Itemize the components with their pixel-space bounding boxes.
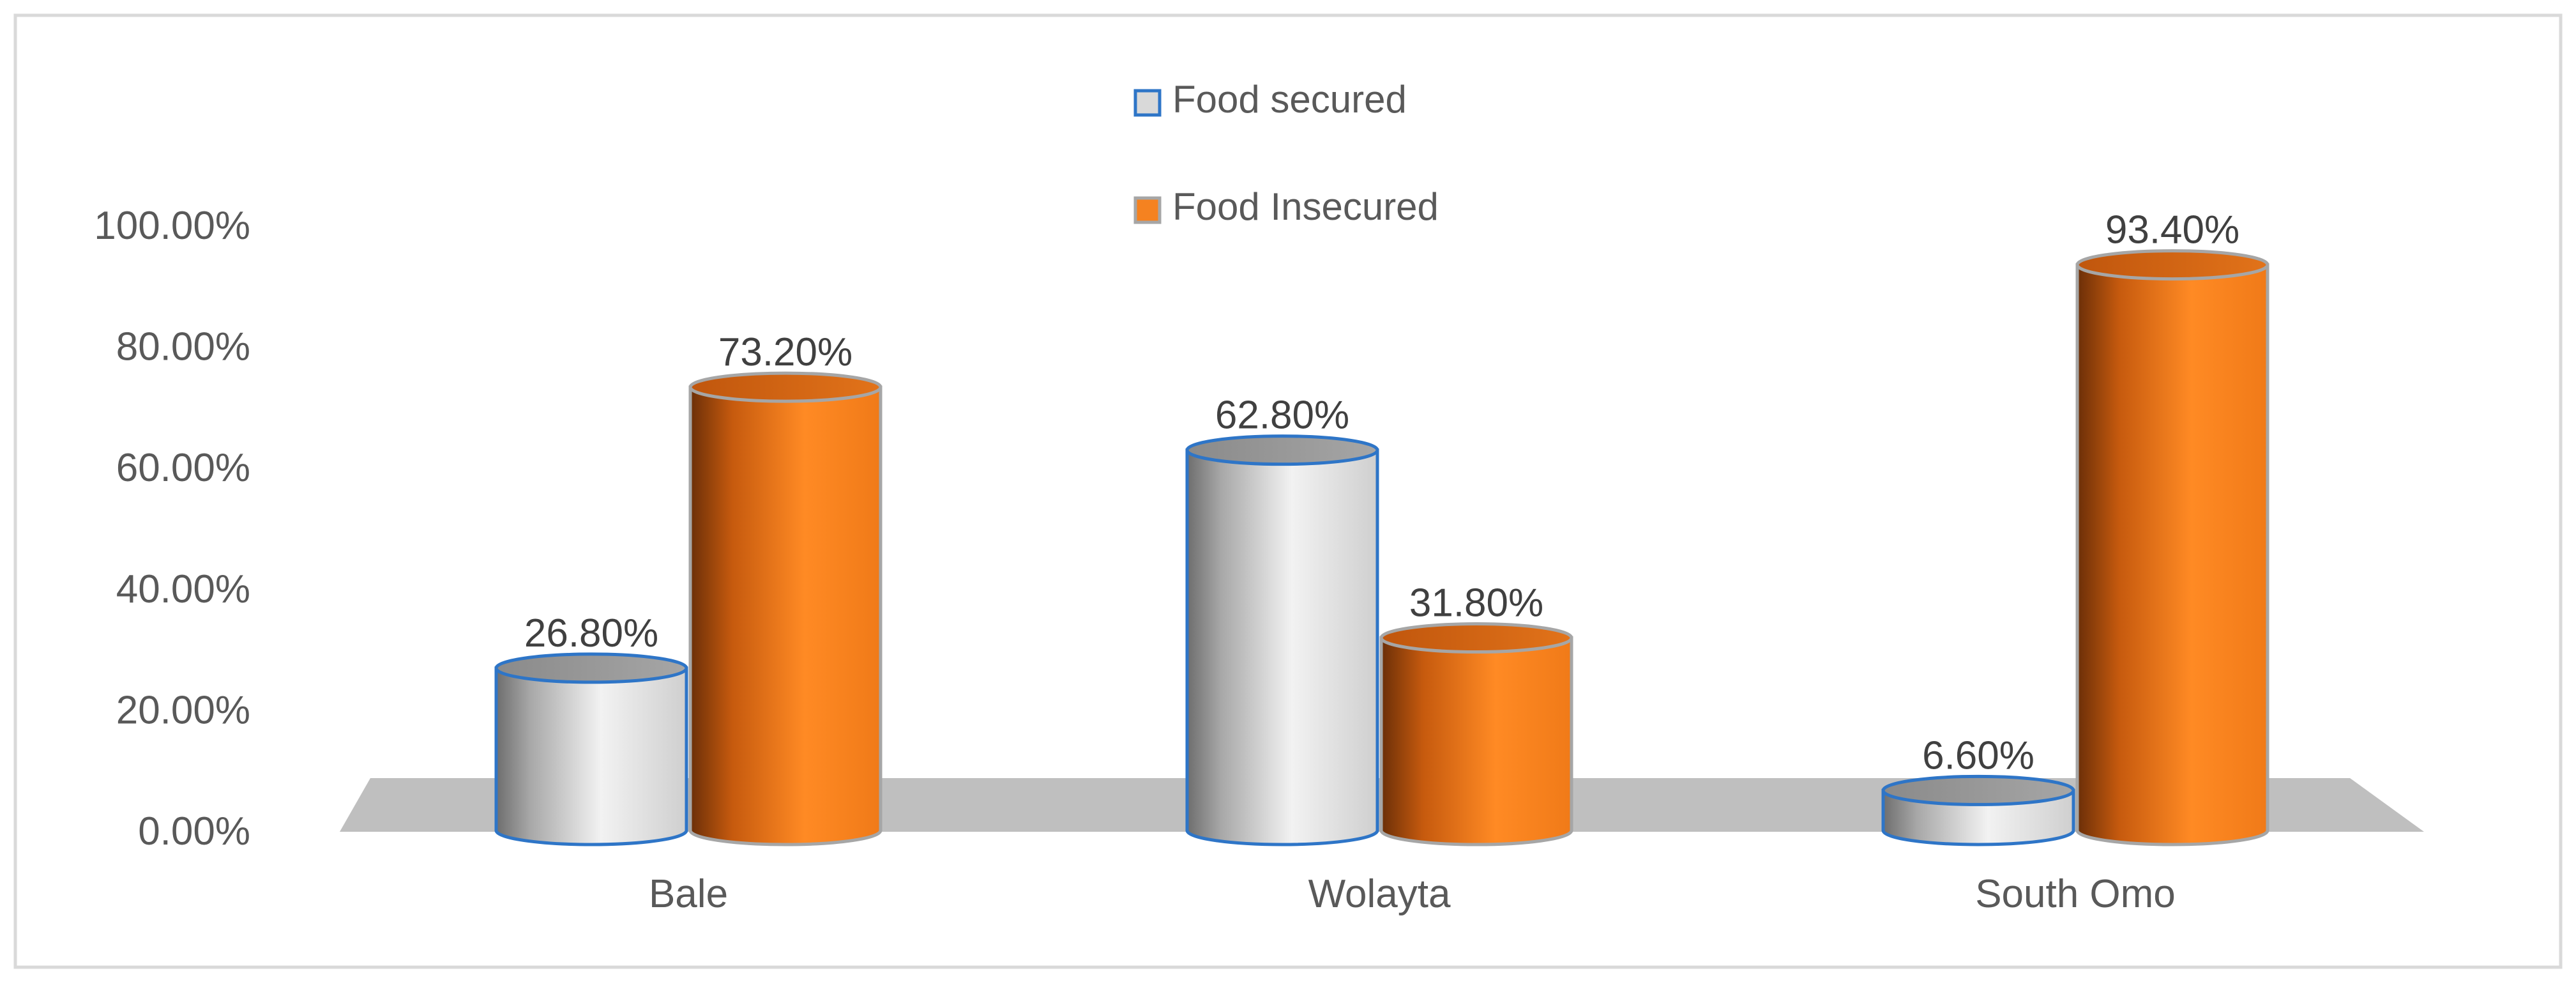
- bar-body: [1185, 448, 1379, 846]
- y-axis-ticks: 0.00% 20.00% 40.00% 60.00% 80.00% 100.00%: [94, 204, 250, 853]
- bar-body: [688, 385, 883, 846]
- bar-food-insecured-south-omo: [2075, 249, 2269, 846]
- bar-top: [688, 371, 883, 403]
- y-tick-label: 0.00%: [138, 809, 250, 853]
- legend-swatch-food-insecured: [1133, 196, 1162, 224]
- bar-food-secured-wolayta: [1185, 434, 1379, 846]
- data-label-food-insecured-wolayta: 31.80%: [1409, 581, 1543, 625]
- y-tick-label: 60.00%: [116, 446, 250, 490]
- x-tick-label-bale: Bale: [649, 872, 728, 916]
- data-label-food-insecured-bale: 73.20%: [718, 330, 852, 374]
- legend: Food secured Food Insecured: [1133, 78, 1439, 228]
- data-label-food-secured-wolayta: 62.80%: [1215, 394, 1349, 438]
- data-label-food-secured-bale: 26.80%: [524, 611, 658, 655]
- bar-food-secured-bale: [494, 652, 688, 846]
- y-tick-label: 100.00%: [94, 204, 250, 248]
- y-tick-label: 80.00%: [116, 325, 250, 369]
- bar-top: [494, 652, 688, 684]
- data-label-food-secured-south-omo: 6.60%: [1922, 733, 2034, 777]
- data-label-food-insecured-south-omo: 93.40%: [2105, 208, 2239, 252]
- bar-body: [2075, 263, 2269, 846]
- legend-item-food-insecured: Food Insecured: [1133, 185, 1439, 228]
- bar-food-insecured-wolayta: [1379, 622, 1573, 846]
- legend-item-food-secured: Food secured: [1133, 78, 1407, 121]
- bar-top: [1881, 774, 2075, 806]
- bar-food-secured-south-omo: [1881, 774, 2075, 846]
- data-labels: 26.80% 62.80% 6.60% 73.20% 31.80% 93.40%: [524, 208, 2239, 778]
- y-tick-label: 40.00%: [116, 567, 250, 611]
- bar-body: [494, 666, 688, 846]
- bar-top: [2075, 249, 2269, 281]
- y-tick-label: 20.00%: [116, 688, 250, 732]
- x-tick-label-wolayta: Wolayta: [1308, 872, 1451, 916]
- legend-label-food-secured: Food secured: [1172, 78, 1407, 121]
- legend-label-food-insecured: Food Insecured: [1172, 185, 1439, 228]
- bars: [494, 249, 2269, 846]
- legend-swatch-food-secured: [1133, 89, 1162, 117]
- bar-body: [1379, 636, 1573, 846]
- bar-top: [1379, 622, 1573, 654]
- x-axis-ticks: Bale Wolayta South Omo: [649, 872, 2176, 916]
- x-tick-label-south-omo: South Omo: [1975, 872, 2176, 916]
- bar-food-insecured-bale: [688, 371, 883, 846]
- bar-top: [1185, 434, 1379, 466]
